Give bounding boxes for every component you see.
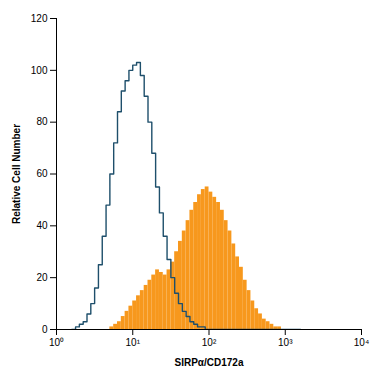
svg-text:10³: 10³ (278, 337, 293, 348)
svg-text:40: 40 (36, 220, 48, 231)
svg-text:60: 60 (36, 168, 48, 179)
svg-text:120: 120 (31, 13, 48, 24)
svg-text:10⁰: 10⁰ (49, 337, 64, 348)
svg-text:80: 80 (36, 116, 48, 127)
svg-text:0: 0 (42, 324, 48, 335)
svg-text:SIRPα/CD172a: SIRPα/CD172a (175, 357, 244, 368)
svg-text:20: 20 (36, 272, 48, 283)
svg-text:10⁴: 10⁴ (354, 337, 369, 348)
svg-text:100: 100 (31, 65, 48, 76)
svg-text:10¹: 10¹ (126, 337, 141, 348)
svg-text:10²: 10² (202, 337, 217, 348)
svg-text:Relative Cell Number: Relative Cell Number (11, 124, 22, 224)
